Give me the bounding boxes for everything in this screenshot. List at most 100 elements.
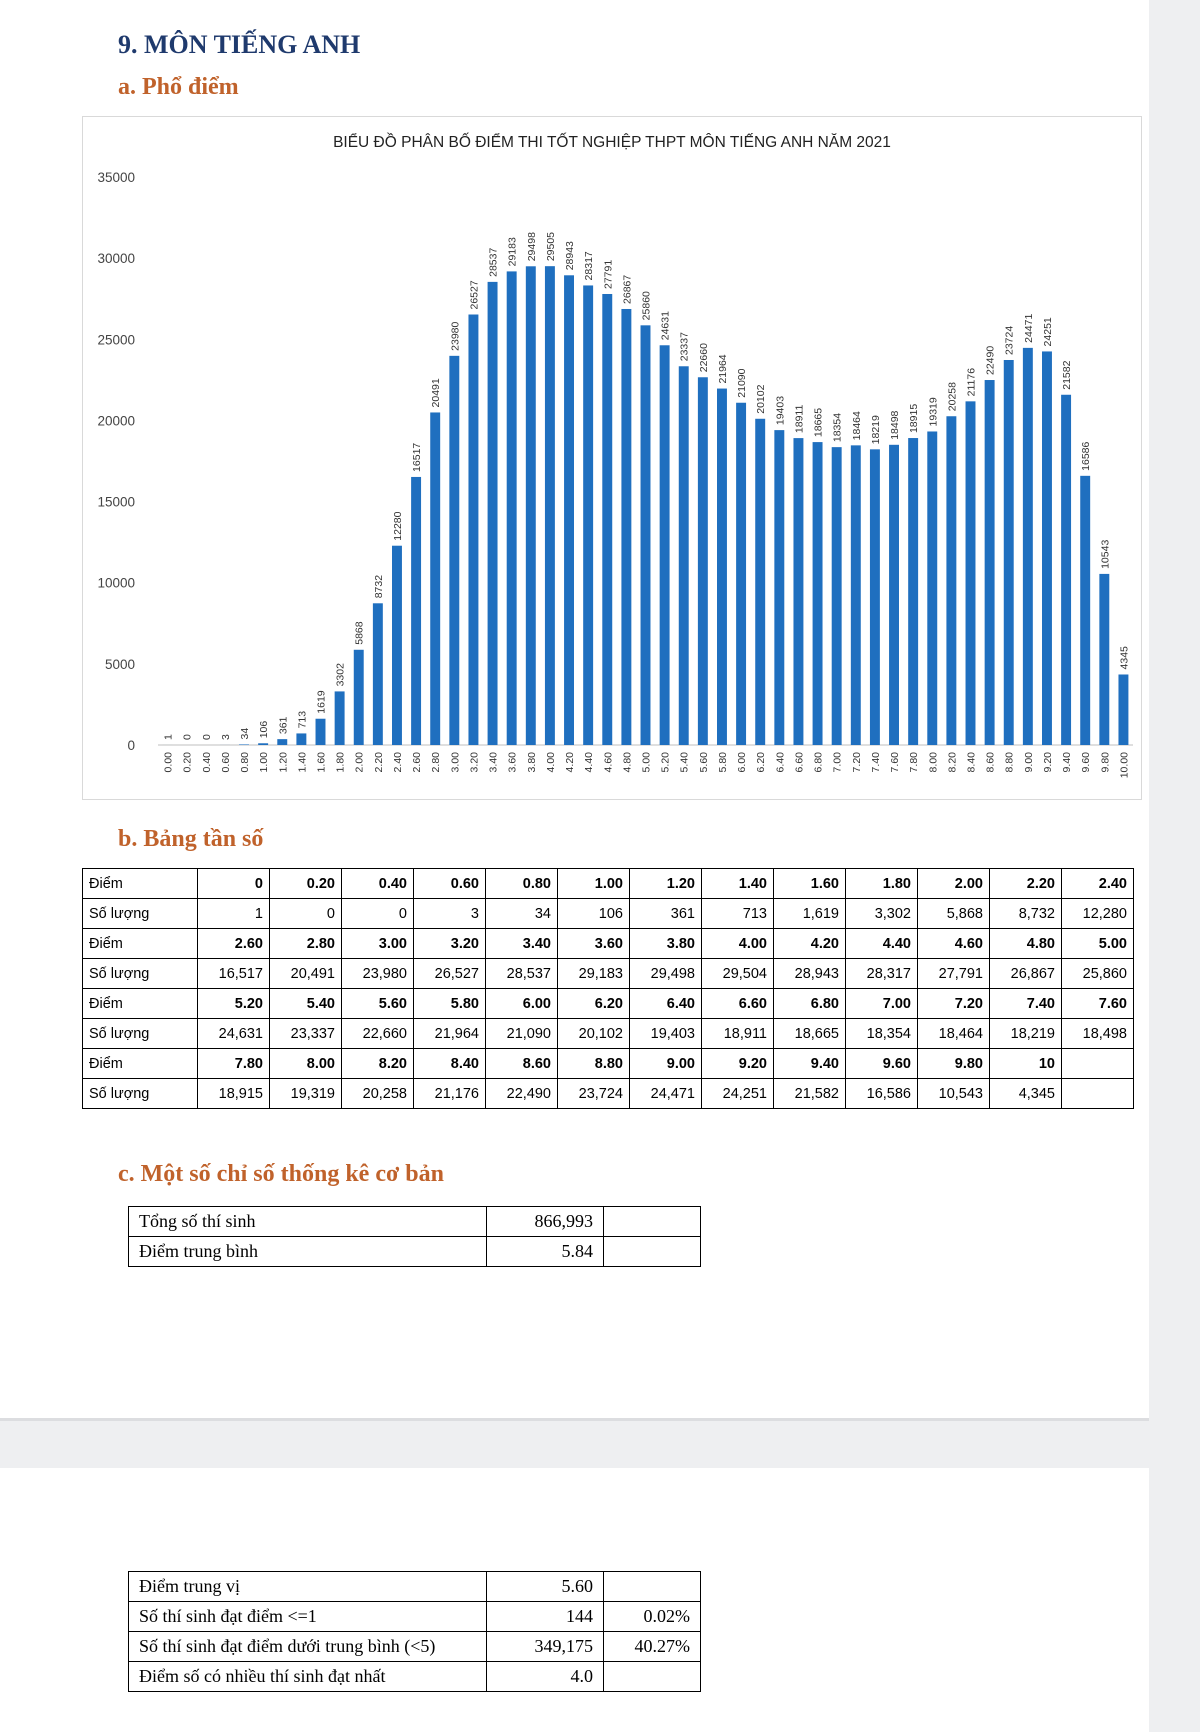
x-tick-label: 9.20: [1042, 752, 1054, 773]
data-label: 24471: [1023, 314, 1035, 343]
table-cell: 1: [197, 898, 270, 929]
table-cell: 3.00: [341, 928, 414, 959]
x-tick-label: 5.80: [717, 752, 729, 773]
stat-value: 866,993: [486, 1206, 604, 1237]
data-label: 20491: [430, 378, 442, 407]
data-label: 22490: [985, 346, 997, 375]
x-tick-label: 6.60: [793, 752, 805, 773]
x-tick-label: 2.00: [354, 752, 366, 773]
data-label: 1: [163, 734, 175, 740]
table-cell: 3.80: [629, 928, 702, 959]
table-cell: 361: [629, 898, 702, 929]
bar: [659, 345, 670, 745]
table-cell: 3.60: [557, 928, 630, 959]
x-tick-label: 1.40: [296, 752, 308, 773]
section-title: 9. MÔN TIẾNG ANH: [118, 30, 361, 59]
table-cell: 6.20: [557, 988, 630, 1019]
x-tick-label: 0.60: [220, 752, 232, 773]
bar: [602, 293, 613, 745]
x-tick-label: 5.00: [641, 752, 653, 773]
data-label: 106: [258, 721, 270, 739]
x-tick-label: 6.00: [736, 752, 748, 773]
stat-row: Số thí sinh đạt điểm dưới trung bình (<5…: [128, 1631, 701, 1662]
data-label: 4345: [1118, 646, 1130, 670]
frequency-table: Điểm 0 0.20 0.40 0.60 0.80 1.00 1.20 1.40 1.60 1.8…: [82, 868, 1134, 1109]
subheading-basic-statistics: c. Một số chỉ số thống kê cơ bản: [118, 1161, 444, 1187]
data-label: 18911: [793, 405, 805, 434]
data-label: 23337: [679, 332, 691, 361]
x-tick-label: 2.60: [411, 752, 423, 773]
data-label: 34: [239, 728, 251, 740]
table-cell: 12,280: [1061, 898, 1134, 929]
table-cell: 10,543: [917, 1078, 990, 1109]
table-cell: 6.40: [629, 988, 702, 1019]
row-header: Điểm: [82, 928, 198, 959]
stat-value: 5.84: [486, 1236, 604, 1267]
row-header: Số lượng: [82, 1078, 198, 1109]
table-cell: 29,504: [701, 958, 774, 989]
table-cell: 18,219: [989, 1018, 1062, 1049]
table-cell: 29,183: [557, 958, 630, 989]
table-cell: 4.00: [701, 928, 774, 959]
data-label: 19403: [774, 396, 786, 425]
data-label: 22660: [698, 343, 710, 372]
table-cell: 23,724: [557, 1078, 630, 1109]
bar: [544, 266, 555, 745]
x-tick-label: 0.20: [182, 752, 194, 773]
data-label: 21090: [736, 368, 748, 397]
table-cell: 21,176: [413, 1078, 486, 1109]
bar: [889, 444, 899, 745]
table-cell: 1,619: [773, 898, 846, 929]
count-row: Số lượng 1 0 0 3 34 106 361 713 1,619 3,302 5,868 8,…: [82, 898, 1134, 929]
table-cell: 18,915: [197, 1078, 270, 1109]
table-cell: 9.40: [773, 1048, 846, 1079]
stat-percent: [603, 1206, 701, 1237]
bar: [468, 314, 479, 745]
x-tick-label: 10.00: [1118, 752, 1130, 778]
data-label: 16517: [411, 443, 423, 472]
table-cell: 8.40: [413, 1048, 486, 1079]
stat-value: 144: [486, 1601, 604, 1632]
table-cell: 7.40: [989, 988, 1062, 1019]
bar: [296, 733, 307, 745]
y-tick-label: 30000: [97, 251, 135, 266]
bar: [927, 431, 938, 745]
score-row: Điểm 2.60 2.80 3.00 3.20 3.40 3.60 3.80 4.00 4.20…: [82, 928, 1134, 959]
bar: [239, 744, 249, 745]
table-cell: 713: [701, 898, 774, 929]
x-tick-label: 1.20: [277, 752, 289, 773]
data-label: 0: [182, 734, 194, 740]
table-cell: 0.60: [413, 868, 486, 899]
table-cell: 29,498: [629, 958, 702, 989]
data-label: 18354: [832, 413, 844, 442]
table-cell: 19,319: [269, 1078, 342, 1109]
bar: [564, 275, 574, 745]
table-cell: 27,791: [917, 958, 990, 989]
table-cell: 20,258: [341, 1078, 414, 1109]
table-cell: 0: [197, 868, 270, 899]
data-label: 18915: [908, 404, 920, 433]
data-label: 23724: [1004, 326, 1016, 355]
data-label: 28537: [488, 248, 500, 277]
data-label: 27791: [602, 260, 614, 289]
y-tick-label: 0: [127, 738, 135, 753]
x-tick-label: 7.00: [832, 752, 844, 773]
page-separator: [0, 1418, 1149, 1468]
table-cell: 21,964: [413, 1018, 486, 1049]
data-label: 5868: [354, 621, 366, 645]
table-cell: 20,102: [557, 1018, 630, 1049]
bar: [1061, 394, 1072, 745]
x-tick-label: 3.00: [449, 752, 461, 773]
table-cell: 28,537: [485, 958, 558, 989]
bar: [908, 438, 919, 745]
table-cell: 26,867: [989, 958, 1062, 989]
table-cell: 7.60: [1061, 988, 1134, 1019]
data-label: 19319: [927, 397, 939, 426]
x-tick-label: 7.80: [908, 752, 920, 773]
table-cell: 1.00: [557, 868, 630, 899]
y-tick-label: 20000: [97, 413, 135, 428]
table-cell: 18,354: [845, 1018, 918, 1049]
table-cell: 23,337: [269, 1018, 342, 1049]
bar: [411, 476, 422, 745]
bar: [621, 308, 632, 745]
